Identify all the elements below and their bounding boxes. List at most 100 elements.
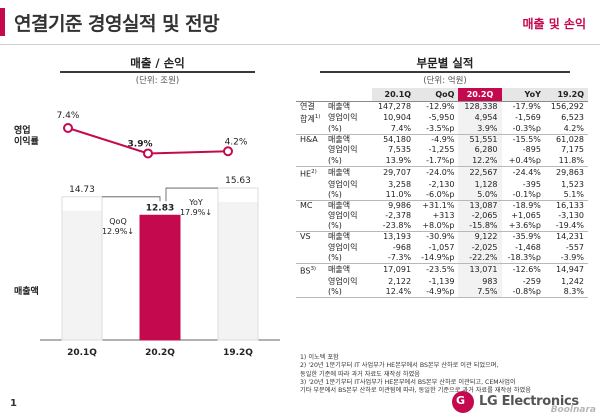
value-cell: -4.9% bbox=[431, 135, 455, 145]
value-cell: -395 bbox=[522, 179, 541, 189]
table-row: 연결 매출액 147,278 -12.9% 128,338 -17.9% 156,292 bbox=[296, 101, 588, 112]
sales-bar bbox=[217, 187, 259, 341]
value-cell: 13,193 bbox=[383, 232, 412, 242]
value-cell: -1,139 bbox=[428, 276, 455, 286]
value-cell: -557 bbox=[565, 242, 584, 252]
value-cell: +0.4%p bbox=[501, 155, 545, 167]
value-cell: -0.8%p bbox=[501, 286, 545, 298]
value-cell: 13.9% bbox=[372, 155, 416, 167]
value-cell: 128,338 bbox=[458, 101, 502, 112]
metric-cell: 매출액 bbox=[328, 101, 351, 111]
value-cell: -30.9% bbox=[426, 232, 455, 242]
table-header-blank bbox=[296, 88, 326, 102]
value-cell: -0.1%p bbox=[501, 189, 545, 201]
value-cell: +313 bbox=[432, 211, 455, 221]
value-cell: 6,523 bbox=[561, 112, 584, 122]
metric-cell: (%) bbox=[326, 252, 372, 264]
value-cell: 29,863 bbox=[556, 167, 584, 177]
footnotes: 1) 이노텍 포함 2) '20년 1분기부터 IT 사업부가 HE본부에서 BS… bbox=[300, 354, 590, 395]
value-cell: 11.8% bbox=[544, 155, 588, 167]
value-cell: -15.5% bbox=[512, 135, 541, 145]
table-row: HE2) 매출액 29,707 -24.0% 22,567 -24.4% 29,863 bbox=[296, 166, 588, 180]
value-cell: 7.4% bbox=[372, 124, 416, 136]
value-cell: 16,133 bbox=[556, 200, 584, 210]
metric-cell: (%) bbox=[326, 155, 372, 167]
value-cell: 11.0% bbox=[372, 189, 416, 201]
table-header-cell: 20.2Q bbox=[458, 88, 502, 102]
metric-cell: 매출액 bbox=[328, 167, 351, 177]
value-cell: 7,535 bbox=[388, 145, 412, 155]
value-cell: 54,180 bbox=[383, 135, 412, 145]
section-label: 매출 및 손익 bbox=[522, 17, 586, 31]
value-cell: -5,950 bbox=[428, 112, 455, 122]
value-cell: -35.9% bbox=[512, 232, 541, 242]
value-cell: -24.4% bbox=[512, 167, 541, 177]
margin-value-label: 7.4% bbox=[57, 111, 80, 121]
segment-cell bbox=[296, 145, 326, 156]
lg-logo-face: G bbox=[456, 394, 466, 407]
value-cell: -23.8% bbox=[372, 221, 416, 233]
footnote-line: 기타 부문에서 BS본부 산하로 이관됨에 따라, 동일한 기준으로 과거 자료… bbox=[300, 387, 531, 395]
metric-cell: 영업이익 bbox=[328, 145, 358, 155]
lg-logo-icon: G bbox=[452, 391, 474, 413]
left-panel-title: 매출 / 손익 bbox=[130, 56, 185, 70]
value-cell: 8.3% bbox=[544, 286, 588, 298]
value-cell: -1,468 bbox=[515, 242, 541, 252]
value-cell: -17.9% bbox=[512, 101, 541, 111]
value-cell: -2,025 bbox=[458, 242, 502, 253]
value-cell: 156,292 bbox=[550, 101, 584, 111]
segment-cell: H&A bbox=[300, 135, 318, 145]
value-cell: -7.3% bbox=[372, 252, 416, 264]
right-panel-rule bbox=[320, 71, 570, 73]
table-row: 영업이익 2,122 -1,139 983 -259 1,242 bbox=[296, 276, 588, 287]
yoy-bracket bbox=[165, 187, 218, 202]
value-cell: -1,255 bbox=[428, 145, 455, 155]
table-row: 합계1) 영업이익 10,904 -5,950 4,954 -1,569 6,523 bbox=[296, 111, 588, 125]
value-cell: -18.9% bbox=[512, 200, 541, 210]
metric-cell: (%) bbox=[326, 189, 372, 201]
metric-cell: 영업이익 bbox=[328, 242, 358, 252]
bar-value-label: 15.63 bbox=[225, 176, 251, 186]
margin-value-label: 3.9% bbox=[128, 139, 153, 149]
value-cell: -2,065 bbox=[458, 210, 502, 222]
value-cell: -22.2% bbox=[458, 252, 502, 264]
title-divider bbox=[0, 44, 600, 45]
page-title: 연결기준 경영실적 및 전망 bbox=[14, 13, 220, 35]
metric-cell: 매출액 bbox=[328, 232, 351, 242]
category-label: 20.2Q bbox=[145, 348, 175, 358]
value-cell: -968 bbox=[392, 242, 412, 252]
sales-bar-shade bbox=[218, 202, 258, 340]
margin-row-label: 영업 이익률 bbox=[14, 126, 39, 148]
table-row: (%) 12.4% -4.9%p 7.5% -0.8%p 8.3% bbox=[296, 286, 588, 298]
table-row: 영업이익 3,258 -2,130 1,128 -395 1,523 bbox=[296, 179, 588, 190]
value-cell: 51,551 bbox=[458, 134, 502, 146]
value-cell: -18.3%p bbox=[501, 252, 545, 264]
value-cell: 4.2% bbox=[544, 124, 588, 136]
value-cell: 1,242 bbox=[561, 276, 584, 286]
value-cell: 5.0% bbox=[458, 189, 502, 201]
sales-row-label: 매출액 bbox=[14, 287, 39, 297]
lg-logo: G LG Electronics bbox=[452, 391, 592, 415]
value-cell: -2,378 bbox=[385, 211, 412, 221]
value-cell: 14,231 bbox=[556, 232, 584, 242]
value-cell: -3.9% bbox=[544, 252, 588, 264]
segment-cell: MC bbox=[300, 200, 313, 210]
value-cell: 14,947 bbox=[556, 265, 584, 275]
segment-cell bbox=[296, 286, 326, 298]
margin-point bbox=[63, 123, 73, 133]
title-bar: 연결기준 경영실적 및 전망 매출 및 손익 bbox=[0, 0, 600, 48]
value-cell: -6.0%p bbox=[415, 189, 459, 201]
margin-value-label: 4.2% bbox=[225, 137, 248, 147]
table-row: BS3) 매출액 17,091 -23.5% 13,071 -12.6% 14,947 bbox=[296, 263, 588, 277]
yoy-annotation-value: 17.9%↓ bbox=[180, 208, 212, 217]
table-header-cell: 20.1Q bbox=[372, 88, 416, 102]
segment-cell bbox=[296, 155, 326, 167]
segment-cell: BS3) bbox=[300, 265, 317, 276]
segment-cell bbox=[296, 252, 326, 264]
value-cell: -3.5%p bbox=[415, 124, 459, 136]
value-cell: 29,707 bbox=[383, 167, 412, 177]
table-row: (%) 7.4% -3.5%p 3.9% -0.3%p 4.2% bbox=[296, 124, 588, 136]
sales-bar-shade bbox=[62, 210, 102, 340]
segment-cell bbox=[296, 211, 326, 222]
value-cell: 7,175 bbox=[561, 145, 584, 155]
